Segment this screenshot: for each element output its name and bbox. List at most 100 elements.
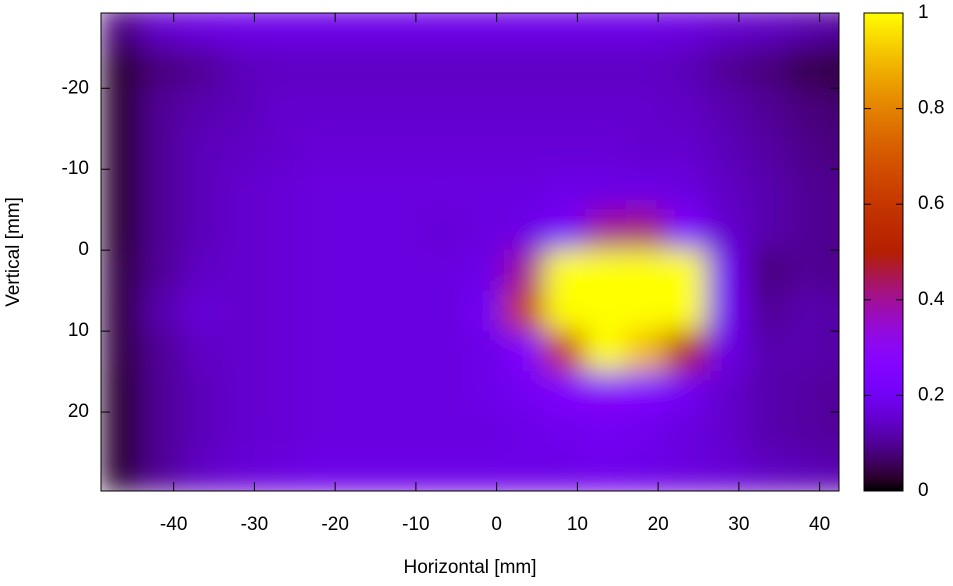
heat-cell (746, 411, 788, 454)
heat-cell (746, 128, 788, 170)
heat-cell (181, 452, 223, 491)
heat-cell (342, 87, 385, 130)
heat-cell (463, 168, 506, 211)
heat-cell (584, 290, 627, 332)
heat-cell (383, 249, 425, 292)
colorbar-tick-label: 0.4 (918, 289, 945, 310)
heat-cell (544, 411, 586, 454)
heat-cell (261, 452, 304, 491)
heat-cell (746, 209, 788, 251)
heat-cell (261, 47, 304, 89)
heat-cell (746, 87, 788, 130)
heat-cell (181, 47, 223, 89)
heat-cell (463, 290, 506, 332)
heat-cell (827, 13, 839, 49)
heat-cell (786, 290, 829, 332)
heat-cell (665, 209, 708, 251)
heat-cell (504, 330, 546, 373)
x-tick-label: -10 (402, 514, 429, 535)
heat-cell (101, 290, 142, 332)
heat-cell (706, 168, 748, 211)
heat-cell (504, 13, 546, 49)
heat-cell (221, 249, 263, 292)
heat-cell (827, 371, 839, 413)
heat-cell (544, 290, 586, 332)
heat-cell (504, 47, 546, 89)
heat-cell (342, 47, 385, 89)
heat-cell (746, 249, 788, 292)
heat-cell (423, 290, 465, 332)
heat-cell (140, 128, 183, 170)
heat-cell (584, 168, 627, 211)
heat-cell (221, 452, 263, 491)
heat-cell (261, 411, 304, 454)
heat-cell (706, 290, 748, 332)
heat-cell (827, 168, 839, 211)
y-tick-label: -10 (62, 158, 89, 179)
heat-cell (706, 371, 748, 413)
heat-cell (706, 128, 748, 170)
heat-cell (504, 452, 546, 491)
y-tick-label: -20 (62, 77, 89, 98)
heat-cell (101, 330, 142, 373)
heat-cell (706, 411, 748, 454)
heat-cell (261, 371, 304, 413)
heatmap-cells (101, 13, 839, 491)
heat-cell (665, 13, 708, 49)
heat-cell (584, 13, 627, 49)
heatmap (101, 13, 839, 491)
heat-cell (463, 128, 506, 170)
heat-cell (140, 411, 183, 454)
heat-cell (261, 290, 304, 332)
heat-cell (625, 330, 667, 373)
heat-cell (383, 168, 425, 211)
heat-cell (625, 47, 667, 89)
heat-cell (342, 249, 385, 292)
colorbar-tick-label: 1 (918, 2, 929, 23)
heat-cell (302, 128, 344, 170)
heat-cell (746, 168, 788, 211)
heat-cell (584, 47, 627, 89)
heat-cell (463, 452, 506, 491)
heat-cell (302, 168, 344, 211)
heat-cell (181, 330, 223, 373)
heat-cell (423, 330, 465, 373)
heat-cell (140, 452, 183, 491)
heat-cell (140, 168, 183, 211)
heat-cell (584, 128, 627, 170)
heat-cell (665, 371, 708, 413)
heat-cell (544, 249, 586, 292)
heat-cell (101, 87, 142, 130)
heat-cell (463, 209, 506, 251)
heat-cell (786, 330, 829, 373)
heat-cell (261, 209, 304, 251)
heat-cell (101, 209, 142, 251)
heat-cell (504, 290, 546, 332)
heat-cell (786, 128, 829, 170)
heat-cell (827, 209, 839, 251)
heat-cell (504, 411, 546, 454)
heat-cell (706, 209, 748, 251)
heat-cell (463, 371, 506, 413)
x-tick-label: -20 (321, 514, 348, 535)
heat-cell (786, 47, 829, 89)
heat-cell (786, 209, 829, 251)
heat-cell (706, 452, 748, 491)
heat-cell (181, 168, 223, 211)
heat-cell (665, 411, 708, 454)
heat-cell (221, 330, 263, 373)
heat-cell (181, 290, 223, 332)
y-axis-label: Vertical [mm] (3, 197, 24, 307)
heat-cell (342, 209, 385, 251)
heat-cell (181, 209, 223, 251)
heat-cell (302, 13, 344, 49)
colorbar-tick-label: 0.8 (918, 98, 944, 119)
heat-cell (221, 411, 263, 454)
heat-cell (101, 371, 142, 413)
heat-cell (786, 452, 829, 491)
heat-cell (706, 249, 748, 292)
heat-cell (625, 209, 667, 251)
heat-cell (383, 47, 425, 89)
heat-cell (383, 371, 425, 413)
heat-cell (625, 87, 667, 130)
